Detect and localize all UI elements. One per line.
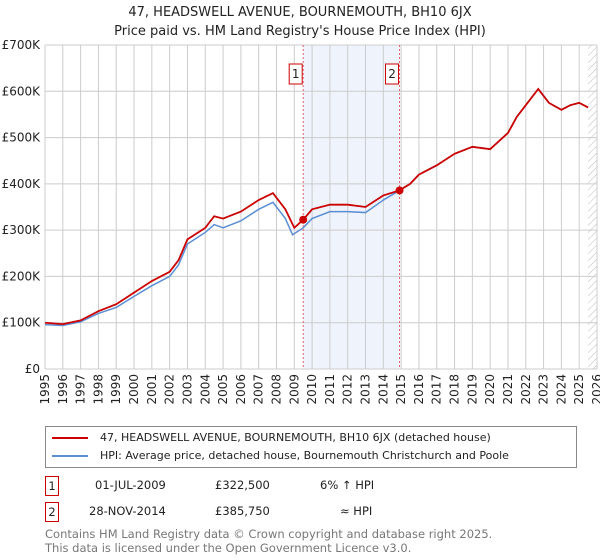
x-tick-label: 1998 [91, 374, 105, 405]
y-tick-label: £300K [2, 223, 42, 237]
x-tick-label: 2010 [305, 374, 319, 405]
sale-date: 01-JUL-2009 [95, 478, 166, 492]
legend-label: HPI: Average price, detached house, Bour… [100, 449, 509, 462]
y-tick-label: £500K [2, 131, 42, 145]
x-tick-label: 2022 [519, 374, 533, 405]
x-tick-label: 1997 [74, 374, 88, 405]
sale-price: £322,500 [215, 478, 270, 492]
x-tick-label: 2001 [145, 374, 159, 405]
x-tick-label: 2009 [287, 374, 301, 405]
y-tick-label: £700K [2, 38, 42, 52]
x-tick-label: 2013 [359, 374, 373, 405]
x-tick-label: 2000 [127, 374, 141, 405]
sale-point [299, 215, 308, 224]
price-chart: 1995 1996 1997 1998 1999 2000 2001 2002 2003 2004… [2, 38, 600, 405]
y-tick-label: £600K [2, 84, 42, 98]
table-row: 2 28-NOV-2014 £385,750 ≈ HPI [45, 502, 545, 522]
x-tick-label: 2014 [376, 374, 390, 405]
y-tick-label: £200K [2, 269, 42, 283]
x-tick-label: 2005 [216, 374, 230, 405]
y-tick-label: £400K [2, 177, 42, 191]
footer-line: Contains HM Land Registry data © Crown c… [45, 527, 493, 541]
x-tick-label: 2011 [323, 374, 337, 405]
x-tick-label: 2006 [234, 374, 248, 405]
sale-hpi-comparison: ≈ HPI [340, 504, 373, 518]
red-line-swatch [52, 436, 88, 439]
title-line-1: 47, HEADSWELL AVENUE, BOURNEMOUTH, BH10 … [128, 5, 472, 20]
chart-title: 47, HEADSWELL AVENUE, BOURNEMOUTH, BH10 … [0, 3, 600, 41]
sale-marker-badge: 1 [45, 476, 59, 496]
x-tick-label: 2025 [572, 374, 586, 405]
x-tick-label: 2016 [412, 374, 426, 405]
legend-label: 47, HEADSWELL AVENUE, BOURNEMOUTH, BH10 … [100, 431, 491, 444]
legend-item-property: 47, HEADSWELL AVENUE, BOURNEMOUTH, BH10 … [52, 431, 491, 444]
sale-label: 2 [388, 67, 396, 81]
y-tick-label: £0 [25, 362, 40, 376]
x-tick-label: 1995 [38, 374, 52, 405]
sale-label: 1 [292, 67, 300, 81]
sale-marker-badge: 2 [45, 502, 59, 522]
x-tick-label: 2018 [448, 374, 462, 405]
sale-price: £385,750 [215, 504, 270, 518]
x-tick-label: 2004 [198, 374, 212, 405]
x-tick-label: 2008 [269, 374, 283, 405]
blue-line-swatch [52, 454, 88, 457]
x-tick-label: 2017 [430, 374, 444, 405]
sale-date: 28-NOV-2014 [89, 504, 166, 518]
x-tick-label: 2003 [180, 374, 194, 405]
x-tick-label: 2002 [163, 374, 177, 405]
y-tick-label: £100K [2, 316, 42, 330]
title-line-2: Price paid vs. HM Land Registry's House … [114, 24, 486, 39]
x-tick-label: 1996 [56, 374, 70, 405]
x-tick-label: 1999 [109, 374, 123, 405]
x-tick-label: 2012 [341, 374, 355, 405]
x-tick-label: 2015 [394, 374, 408, 405]
x-tick-label: 2021 [501, 374, 515, 405]
footer: Contains HM Land Registry data © Crown c… [45, 527, 492, 555]
x-tick-label: 2023 [537, 374, 551, 405]
footer-line: This data is licensed under the Open Gov… [45, 541, 412, 555]
legend-item-hpi: HPI: Average price, detached house, Bour… [52, 449, 509, 462]
sale-label-box [385, 63, 400, 85]
x-tick-label: 2007 [252, 374, 266, 405]
forecast-hatch [588, 45, 597, 369]
price-paid-line [44, 87, 589, 326]
x-tick-label: 2026 [590, 374, 600, 405]
table-row: 1 01-JUL-2009 £322,500 6% ↑ HPI [45, 476, 545, 496]
sale-point [395, 186, 404, 195]
legend: 47, HEADSWELL AVENUE, BOURNEMOUTH, BH10 … [45, 426, 577, 468]
x-tick-label: 2019 [465, 374, 479, 405]
sale-hpi-comparison: 6% ↑ HPI [320, 478, 375, 492]
x-tick-label: 2024 [554, 374, 568, 405]
x-tick-label: 2020 [483, 374, 497, 405]
sale-label-box [288, 63, 303, 85]
